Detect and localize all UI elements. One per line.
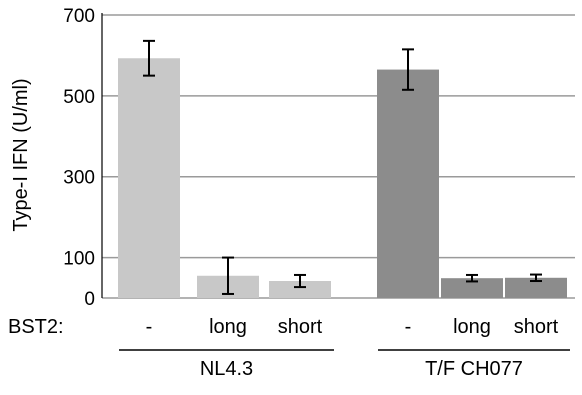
error-bar (466, 273, 478, 283)
bar (269, 281, 331, 298)
y-tick-label: 100 (63, 249, 95, 270)
bar (118, 58, 180, 298)
y-tick-label: 0 (84, 289, 95, 310)
x-tick-label: long (453, 316, 491, 338)
bar (377, 69, 439, 298)
group-label: T/F CH077 (425, 358, 523, 380)
bst2-row-label: BST2: (8, 316, 64, 338)
bars (118, 58, 567, 298)
y-tick-label: 700 (63, 6, 95, 27)
error-bar (222, 256, 234, 295)
error-bar (143, 39, 155, 77)
group-labels: NL4.3 T/F CH077 (119, 349, 570, 380)
error-bar (402, 48, 414, 91)
x-tick-label: short (514, 316, 559, 338)
bar (441, 278, 503, 298)
error-bar (294, 273, 306, 289)
x-axis-labels: - long short - long short (146, 316, 559, 338)
x-tick-label: - (146, 316, 153, 338)
bar (505, 277, 567, 298)
y-axis-label: Type-I IFN (U/ml) (10, 78, 32, 231)
x-tick-label: long (209, 316, 247, 338)
x-tick-label: - (405, 316, 412, 338)
y-tick-label: 500 (63, 87, 95, 108)
y-tick-label: 300 (63, 168, 95, 189)
group-label: NL4.3 (200, 358, 253, 380)
x-tick-label: short (278, 316, 323, 338)
error-bars (143, 39, 542, 295)
y-axis-ticks: 0 100 300 500 700 (63, 6, 95, 310)
error-bar (530, 273, 542, 283)
